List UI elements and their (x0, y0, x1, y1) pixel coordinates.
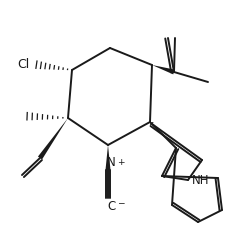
Text: N: N (107, 156, 115, 169)
Polygon shape (38, 118, 68, 159)
Text: C: C (107, 200, 115, 213)
Text: +: + (117, 158, 125, 167)
Polygon shape (150, 122, 154, 126)
Text: −: − (117, 198, 125, 207)
Text: Cl: Cl (17, 58, 29, 70)
Polygon shape (152, 65, 175, 74)
Polygon shape (106, 145, 111, 170)
Text: NH: NH (192, 174, 209, 187)
